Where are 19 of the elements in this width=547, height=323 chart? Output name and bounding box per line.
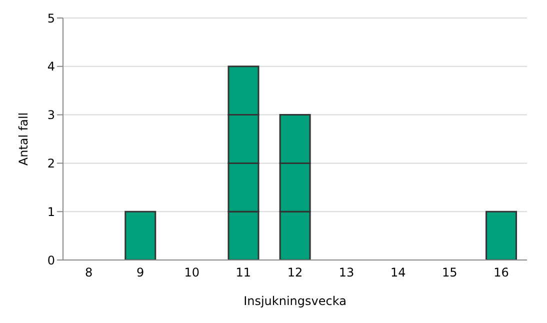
x-tick-label: 8 [84,266,93,280]
y-tick-label: 4 [47,60,55,74]
x-tick-label: 11 [236,266,252,280]
y-tick-label: 2 [47,156,55,170]
x-tick-label: 14 [390,266,406,280]
x-tick-label: 15 [442,266,458,280]
bar [486,210,518,260]
x-tick-label: 16 [494,266,509,280]
x-tick-label: 12 [287,266,303,280]
y-tick-label: 3 [47,108,55,122]
x-axis-title: Insjukningsvecka [244,294,346,308]
bar [124,210,156,260]
y-axis-title: Antal fall [16,112,30,166]
x-tick-label: 10 [184,266,200,280]
x-tick-label: 13 [338,266,354,280]
y-tick-label: 1 [47,204,55,219]
y-tick-label: 5 [47,11,55,26]
x-tick-label: 9 [136,266,144,280]
y-tick-label: 0 [47,253,55,268]
